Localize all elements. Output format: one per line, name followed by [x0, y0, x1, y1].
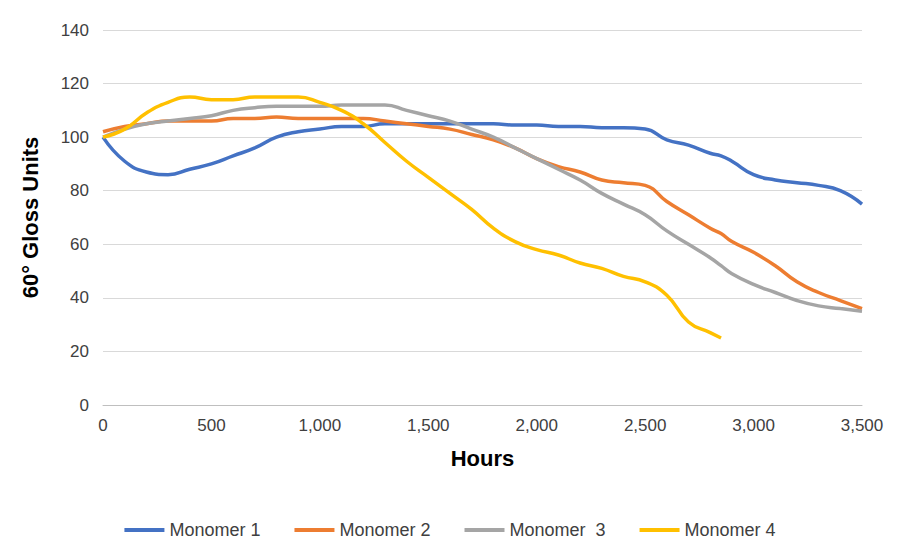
svg-text:0: 0	[80, 396, 89, 415]
svg-text:20: 20	[70, 342, 89, 361]
svg-text:1,000: 1,000	[299, 416, 342, 435]
svg-text:140: 140	[61, 21, 89, 40]
svg-text:Monomer 4: Monomer 4	[685, 520, 776, 540]
svg-text:40: 40	[70, 288, 89, 307]
svg-text:60° Gloss Units: 60° Gloss Units	[18, 137, 43, 299]
svg-text:80: 80	[70, 181, 89, 200]
svg-text:Hours: Hours	[451, 446, 515, 471]
svg-text:3,000: 3,000	[732, 416, 775, 435]
svg-text:2,000: 2,000	[515, 416, 558, 435]
svg-text:Monomer 2: Monomer 2	[339, 520, 430, 540]
svg-text:Monomer 3: Monomer 3	[509, 520, 605, 540]
svg-text:60: 60	[70, 235, 89, 254]
svg-text:100: 100	[61, 128, 89, 147]
svg-text:0: 0	[98, 416, 107, 435]
svg-text:3,500: 3,500	[841, 416, 884, 435]
svg-text:500: 500	[197, 416, 225, 435]
svg-text:2,500: 2,500	[624, 416, 667, 435]
svg-text:Monomer 1: Monomer 1	[169, 520, 260, 540]
svg-text:1,500: 1,500	[407, 416, 450, 435]
svg-text:120: 120	[61, 74, 89, 93]
